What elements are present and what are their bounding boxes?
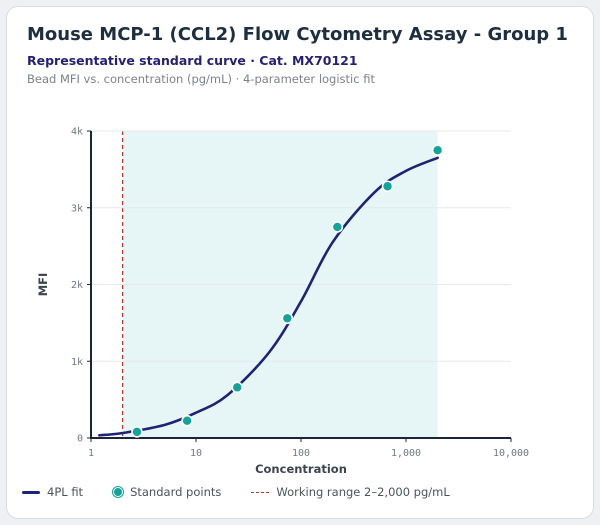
legend-dash-swatch [251,491,270,493]
standard-point [181,414,193,427]
y-axis-label: MFI [36,273,50,297]
y-tick-label: 0 [77,434,83,445]
legend-dot-swatch [113,487,124,497]
legend-label-points: Standard points [130,485,222,499]
legend-line-swatch [22,490,40,494]
y-tick-label: 2k [71,280,83,291]
x-axis-label: Concentration [255,462,347,476]
legend-item-working-range: Working range 2–2,000 pg/mL [251,485,450,499]
legend-item-fit: 4PL fit [22,485,83,499]
y-tick-label: 3k [71,203,83,214]
chart-title: Mouse MCP-1 (CCL2) Flow Cytometry Assay … [27,24,568,45]
standard-point [281,312,294,325]
standard-point [431,144,444,156]
x-tick-label: 10,000 [493,448,529,459]
standard-point [381,180,394,193]
chart-caption: Bead MFI vs. concentration (pg/mL) · 4-p… [27,72,375,86]
y-tick-label: 4k [71,127,83,138]
x-tick-label: 10 [190,448,202,459]
standard-point [231,381,244,394]
x-tick-label: 1,000 [391,448,421,459]
legend-label-fit: 4PL fit [47,485,84,499]
chart-legend: 4PL fit Standard points Working range 2–… [22,484,480,500]
legend-label-working-range: Working range 2–2,000 pg/mL [276,485,450,499]
y-tick-label: 1k [71,357,83,368]
standard-point [131,426,143,438]
legend-item-points: Standard points [113,485,221,499]
x-tick-label: 1 [88,448,94,459]
standard-point [331,221,344,233]
x-tick-label: 100 [292,448,310,459]
chart-subtitle: Representative standard curve · Cat. MX7… [27,53,358,68]
